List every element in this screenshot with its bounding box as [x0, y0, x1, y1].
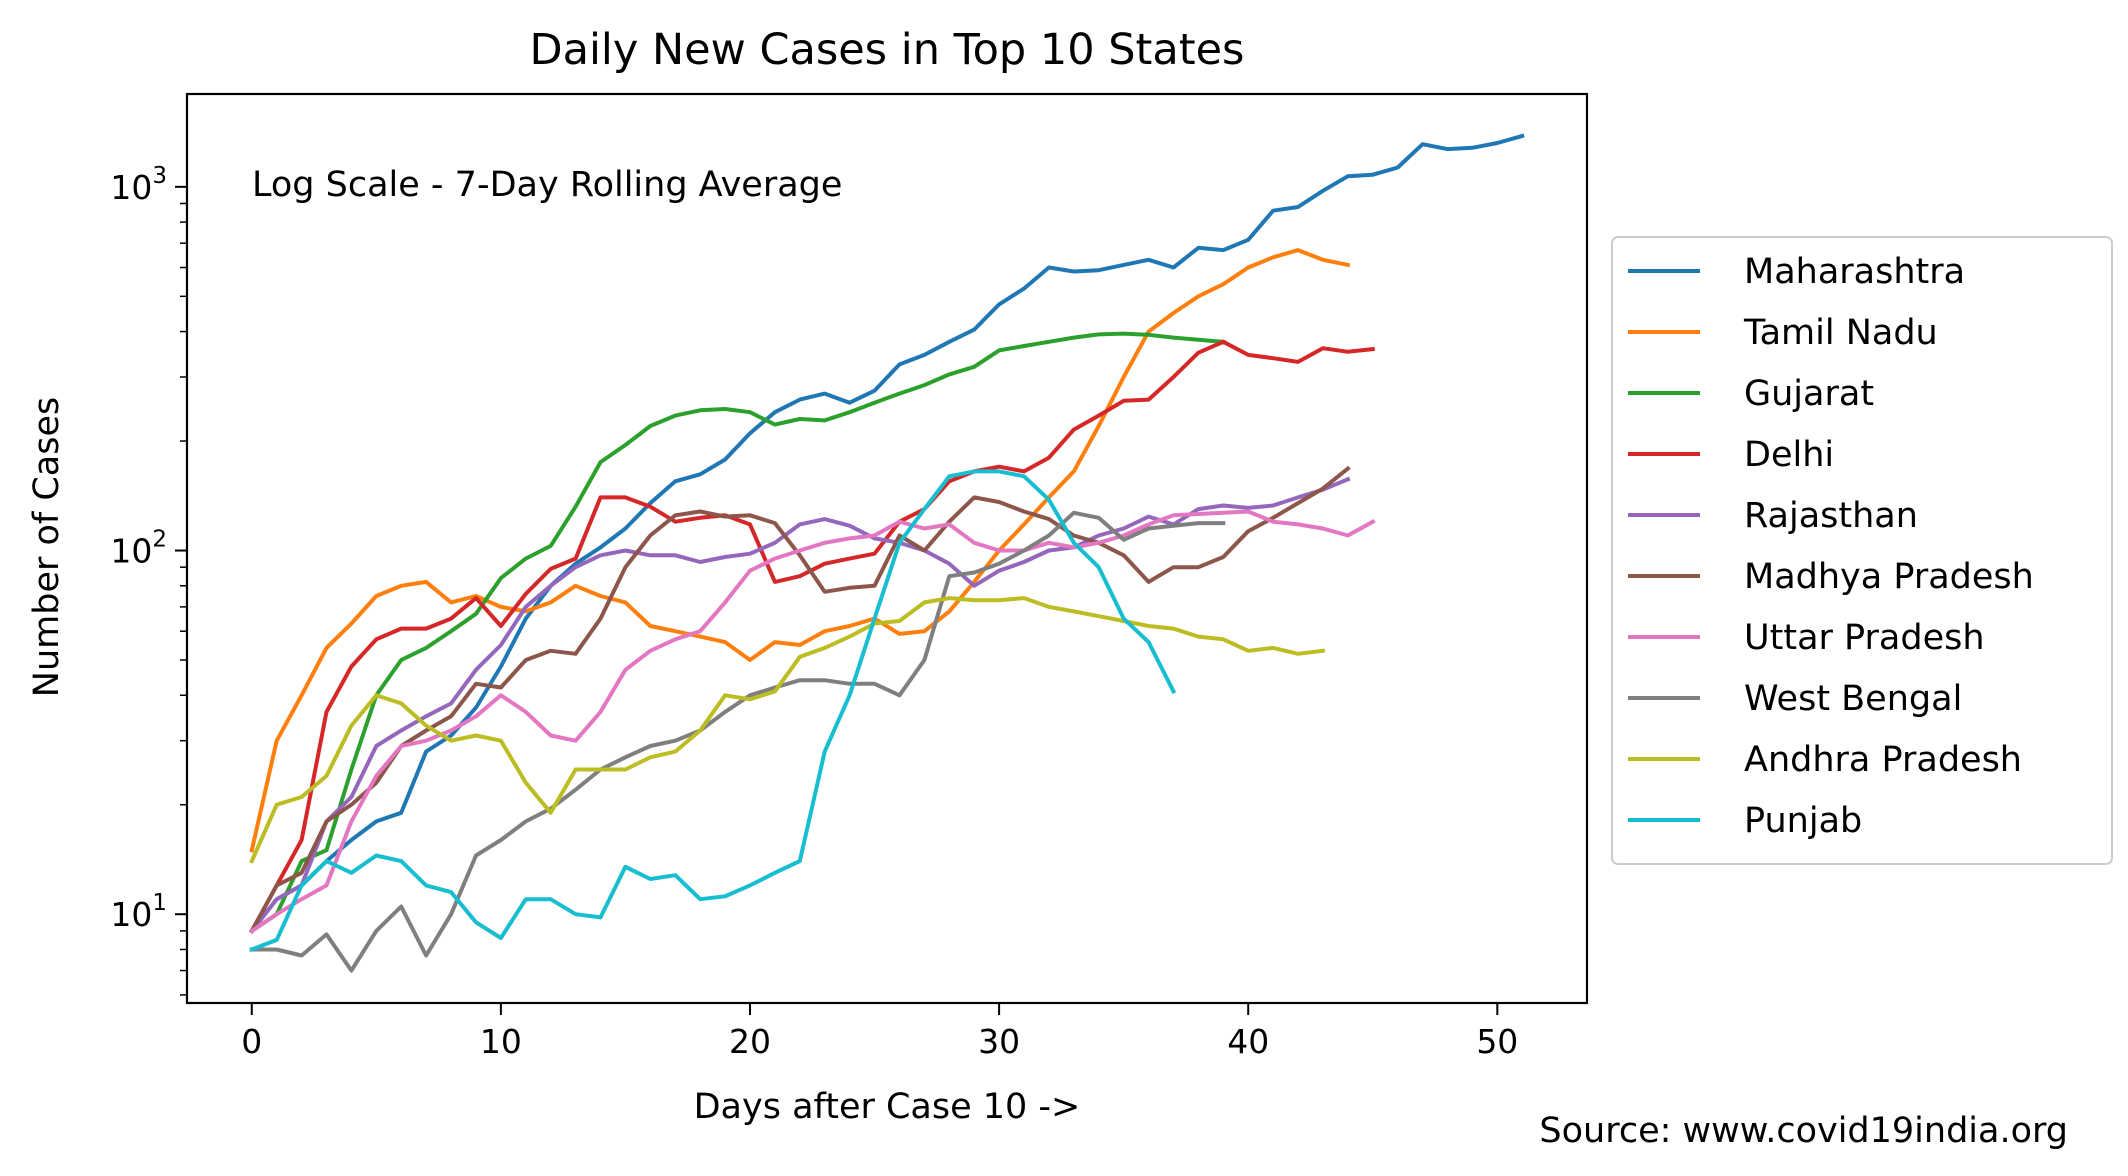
legend-entry-label: Madhya Pradesh: [1744, 557, 2034, 597]
legend-entry-label: Andhra Pradesh: [1744, 740, 2022, 780]
x-tick-label: 30: [978, 1022, 1020, 1061]
chart-title: Daily New Cases in Top 10 States: [530, 25, 1245, 75]
legend-entry-label: Punjab: [1744, 801, 1862, 841]
legend-entry-label: Delhi: [1744, 435, 1834, 475]
series-line-delhi: [249, 339, 1376, 934]
x-tick-label: 0: [241, 1022, 262, 1061]
legend-entry-label: West Bengal: [1744, 679, 1962, 719]
legend-entry-label: Maharashtra: [1744, 252, 1965, 292]
x-axis-label: Days after Case 10 ->: [694, 1087, 1081, 1127]
legend-entry-label: Uttar Pradesh: [1744, 618, 1985, 658]
y-tick-label: 103: [110, 163, 167, 207]
y-tick-label: 102: [110, 527, 167, 571]
series-line-madhya-pradesh: [249, 465, 1351, 934]
series-line-punjab: [249, 469, 1177, 953]
series-line-west-bengal: [249, 510, 1226, 973]
y-tick-label: 101: [110, 890, 167, 934]
series-line-uttar-pradesh: [249, 509, 1376, 934]
series-line-andhra-pradesh: [249, 596, 1326, 864]
x-tick-label: 10: [480, 1022, 522, 1061]
series-line-rajasthan: [248, 476, 1351, 934]
source-credit: Source: www.covid19india.org: [1539, 1111, 2068, 1151]
x-tick-label: 20: [729, 1022, 771, 1061]
series-line-tamil-nadu: [249, 248, 1351, 853]
x-tick-label: 40: [1227, 1022, 1269, 1061]
chart-annotation: Log Scale - 7-Day Rolling Average: [252, 165, 842, 205]
legend-entry-label: Rajasthan: [1744, 496, 1918, 536]
legend-entry-label: Tamil Nadu: [1743, 313, 1938, 353]
series-line-maharashtra: [248, 133, 1525, 934]
x-tick-label: 50: [1476, 1022, 1518, 1061]
y-axis-label: Number of Cases: [27, 397, 67, 697]
legend-entry-label: Gujarat: [1744, 374, 1874, 414]
plot-frame: [185, 92, 1589, 1005]
legend-box: [1611, 236, 2113, 865]
series-line-gujarat: [249, 331, 1226, 934]
legend: Maharashtra Tamil Nadu Gujarat Delhi Rajasth…: [1611, 236, 2113, 865]
